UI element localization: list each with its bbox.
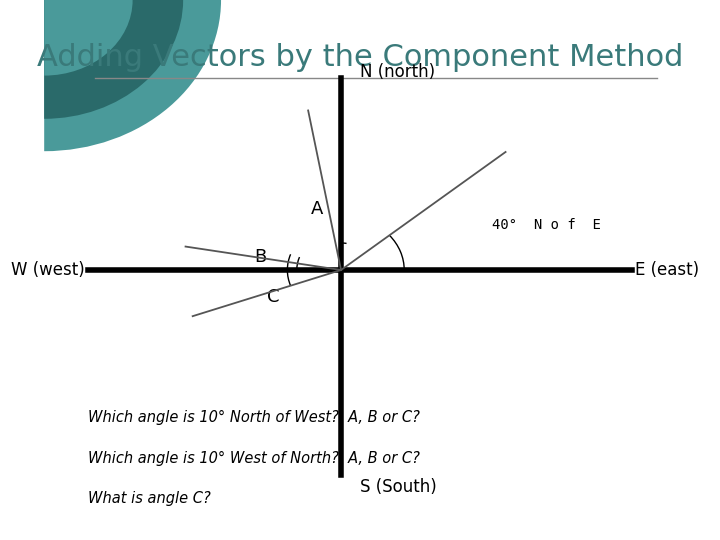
Text: Which angle is 10° West of North?  A, B or C?: Which angle is 10° West of North? A, B o… bbox=[89, 451, 420, 466]
Text: N (north): N (north) bbox=[360, 63, 435, 81]
Text: W (west): W (west) bbox=[12, 261, 85, 279]
Text: A: A bbox=[311, 200, 323, 218]
Text: Which angle is 10° North of West?  A, B or C?: Which angle is 10° North of West? A, B o… bbox=[89, 410, 420, 426]
Text: C: C bbox=[267, 288, 279, 306]
Text: Adding Vectors by the Component Method: Adding Vectors by the Component Method bbox=[37, 43, 683, 72]
Text: B: B bbox=[254, 247, 266, 266]
Text: What is angle C?: What is angle C? bbox=[89, 491, 211, 507]
Text: E (east): E (east) bbox=[635, 261, 699, 279]
Wedge shape bbox=[44, 0, 221, 151]
Text: 40°  N o f  E: 40° N o f E bbox=[492, 218, 600, 232]
Text: S (South): S (South) bbox=[360, 478, 437, 496]
Wedge shape bbox=[44, 0, 183, 119]
Wedge shape bbox=[44, 0, 132, 76]
